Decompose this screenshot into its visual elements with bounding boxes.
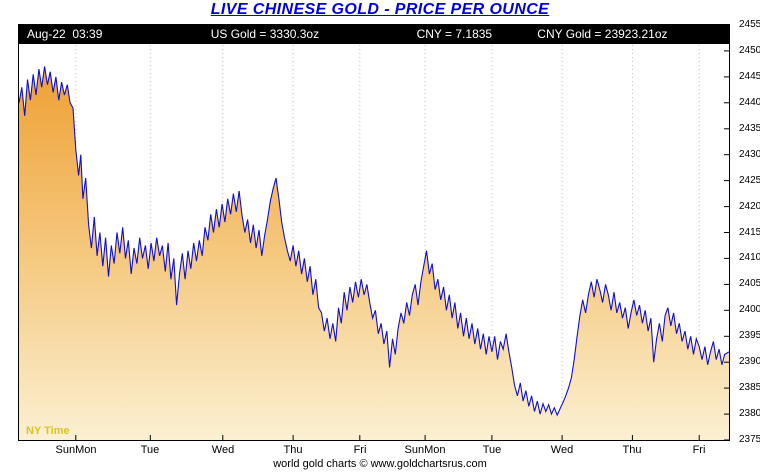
- chart-plot-area: Aug-22 03:39 US Gold = 3330.3oz CNY = 7.…: [18, 24, 730, 441]
- y-axis-tick-label: 23800: [739, 408, 760, 419]
- x-axis-label: Wed: [211, 444, 235, 456]
- x-axis-label: Tue: [140, 444, 160, 456]
- x-axis-label: Wed: [550, 444, 574, 456]
- cny-rate-value: CNY = 7.1835: [416, 27, 493, 41]
- x-axis-label: SunMon: [55, 444, 97, 456]
- y-axis-tick-label: 24250: [739, 175, 760, 186]
- y-axis-tick-label: 24100: [739, 252, 760, 263]
- x-axis-label: Thu: [283, 444, 303, 456]
- y-axis-tick-label: 24500: [739, 45, 760, 56]
- y-axis-tick-label: 23850: [739, 382, 760, 393]
- y-axis-tick-label: 23750: [739, 434, 760, 445]
- y-axis-tick-label: 23900: [739, 356, 760, 367]
- x-axis-label: Thu: [622, 444, 642, 456]
- ny-time-label: NY Time: [26, 425, 70, 437]
- y-axis-tick-label: 24400: [739, 97, 760, 108]
- us-gold-value: US Gold = 3330.3oz: [210, 27, 320, 41]
- y-axis-tick-label: 24000: [739, 304, 760, 315]
- x-axis-label: Tue: [482, 444, 502, 456]
- y-axis-tick-label: 24300: [739, 149, 760, 160]
- y-axis-tick-label: 24200: [739, 201, 760, 212]
- chart-attribution: world gold charts © www.goldchartsrus.co…: [273, 458, 487, 470]
- x-axis-label: Fri: [692, 444, 706, 456]
- y-axis-tick-label: 24450: [739, 71, 760, 82]
- chart-title: LIVE CHINESE GOLD - PRICE PER OUNCE: [210, 1, 550, 18]
- y-axis-tick-label: 24350: [739, 123, 760, 134]
- y-axis-tick-label: 23950: [739, 330, 760, 341]
- y-axis-tick-label: 24150: [739, 227, 760, 238]
- x-axis-label: SunMon: [404, 444, 446, 456]
- y-axis-tick-label: 24050: [739, 278, 760, 289]
- price-area-chart: [19, 25, 729, 440]
- y-axis-tick-label: 24550: [739, 19, 760, 30]
- cny-gold-value: CNY Gold = 23923.21oz: [537, 27, 668, 41]
- x-axis-label: Fri: [353, 444, 367, 456]
- info-strip: Aug-22 03:39 US Gold = 3330.3oz CNY = 7.…: [19, 25, 729, 44]
- timestamp-label: Aug-22 03:39: [27, 27, 103, 41]
